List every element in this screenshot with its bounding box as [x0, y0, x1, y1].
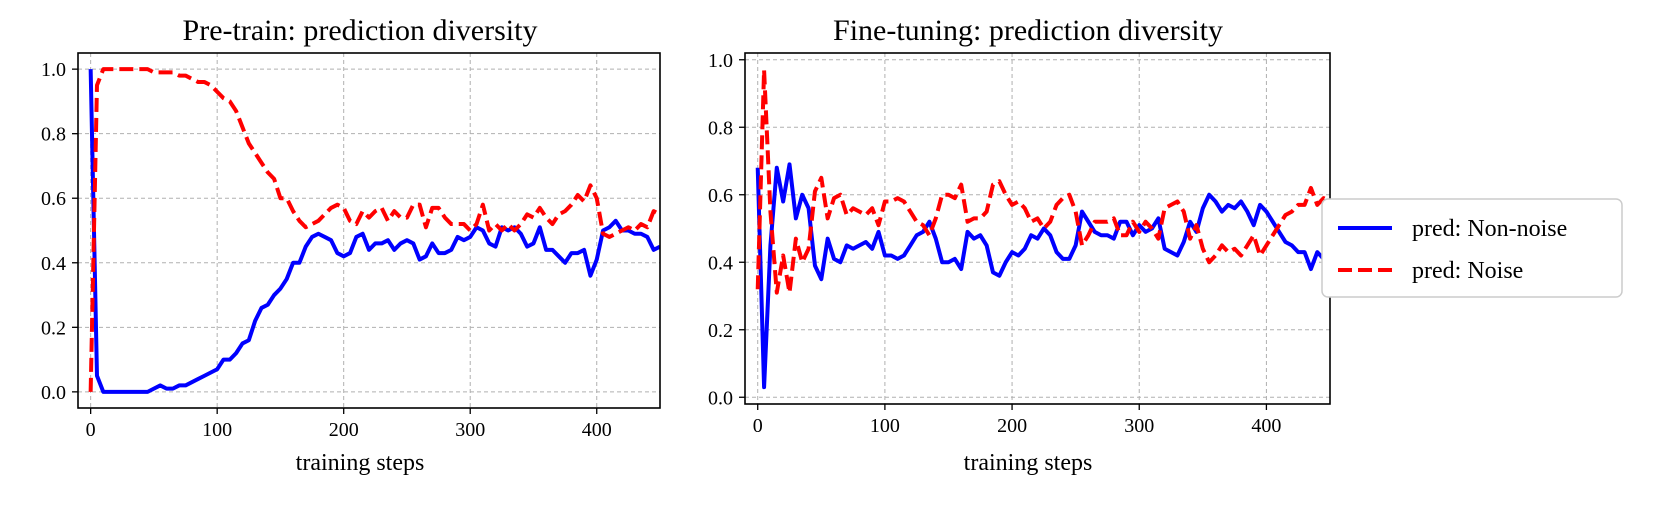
x-tick-label: 300	[455, 419, 485, 441]
series-line-noise	[88, 67, 660, 392]
plot-frame	[744, 52, 1331, 405]
series-line-noise	[755, 67, 1330, 295]
chart-title: Pre-train: prediction diversity	[183, 14, 538, 47]
y-tick-label: 1.0	[41, 59, 66, 81]
x-tick-label: 400	[1251, 415, 1281, 437]
legend-frame	[1321, 198, 1623, 298]
series-line-non-noise	[755, 162, 1330, 390]
x-tick-label: 300	[1124, 415, 1154, 437]
series-line-non-noise	[88, 69, 660, 394]
x-tick-label: 0	[86, 419, 96, 441]
y-tick-label: 0.4	[708, 252, 733, 274]
y-tick-label: 0.6	[708, 185, 733, 207]
legend-label-non-noise: pred: Non-noise	[1412, 216, 1567, 242]
y-tick-label: 0.2	[41, 317, 66, 339]
legend: pred: Non-noise pred: Noise	[1321, 198, 1623, 298]
y-tick-label: 0.8	[41, 124, 66, 146]
y-tick-label: 0.0	[41, 382, 66, 404]
y-tick-label: 0.0	[708, 387, 733, 409]
x-tick-label: 200	[329, 419, 359, 441]
x-tick-label: 400	[582, 419, 612, 441]
y-tick-label: 0.2	[708, 320, 733, 342]
x-axis-label: training steps	[964, 450, 1093, 476]
chart-title: Fine-tuning: prediction diversity	[833, 14, 1223, 47]
legend-label-noise: pred: Noise	[1412, 258, 1523, 284]
plot-frame	[77, 52, 661, 409]
chart-pretrain: Pre-train: prediction diversity training…	[41, 14, 661, 476]
x-tick-label: 100	[870, 415, 900, 437]
x-axis-label: training steps	[296, 450, 425, 476]
y-tick-label: 0.6	[41, 188, 66, 210]
x-tick-label: 0	[753, 415, 763, 437]
y-tick-label: 1.0	[708, 50, 733, 72]
y-tick-label: 0.4	[41, 253, 66, 275]
chart-finetuning: Fine-tuning: prediction diversity traini…	[708, 14, 1331, 476]
x-tick-label: 200	[997, 415, 1027, 437]
y-tick-label: 0.8	[708, 117, 733, 139]
x-tick-label: 100	[202, 419, 232, 441]
